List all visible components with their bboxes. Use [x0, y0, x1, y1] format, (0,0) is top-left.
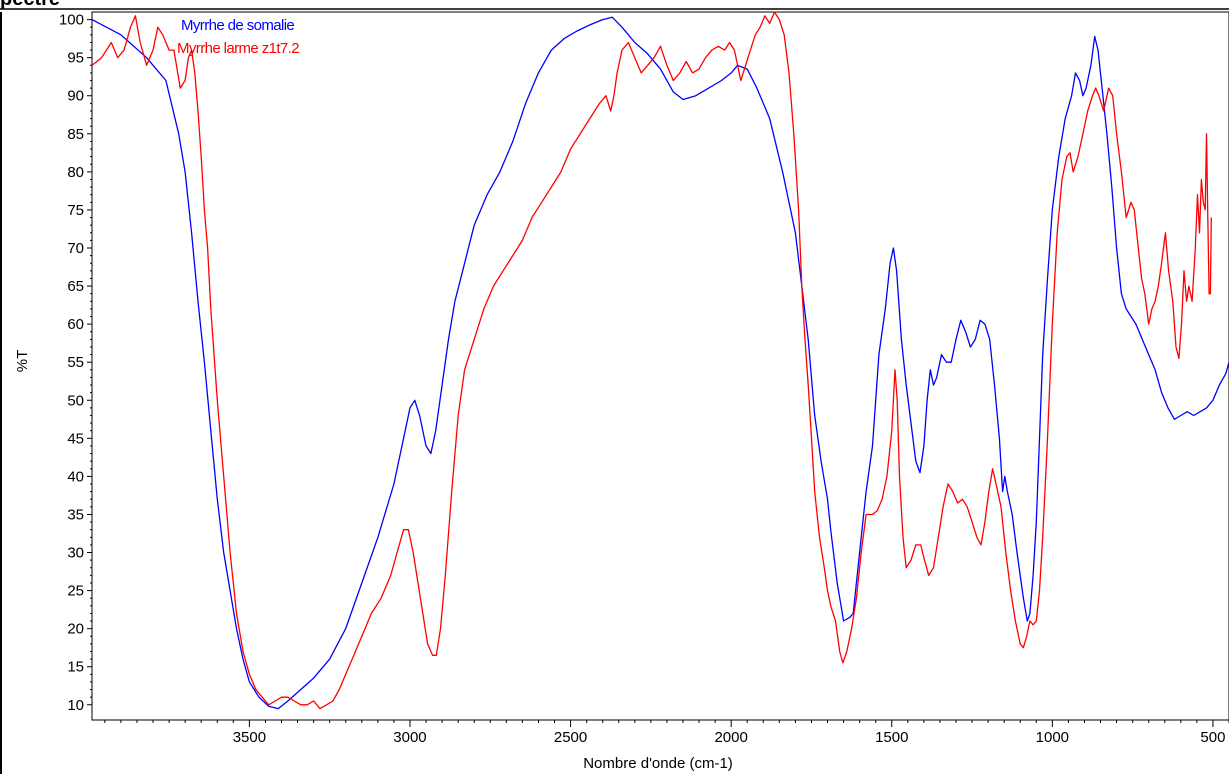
y-tick-label-10: 10 — [67, 697, 84, 714]
y-axis: 10 15 20 25 30 35 40 45 50 55 60 65 70 75 80 85 90 95 100 — [59, 12, 92, 714]
y-tick-label-25: 25 — [67, 583, 84, 600]
y-tick-label-50: 50 — [67, 392, 84, 409]
x-tick-label-500: 500 — [1200, 729, 1225, 746]
y-tick-label-80: 80 — [67, 164, 84, 181]
y-tick-label-70: 70 — [67, 240, 84, 257]
y-tick-label-95: 95 — [67, 50, 84, 67]
y-tick-label-60: 60 — [67, 316, 84, 333]
x-tick-label-2500: 2500 — [554, 729, 587, 746]
y-tick-label-20: 20 — [67, 621, 84, 638]
y-tick-label-100: 100 — [59, 12, 84, 29]
y-tick-label-40: 40 — [67, 468, 84, 485]
y-tick-label-90: 90 — [67, 88, 84, 105]
series-line-2 — [92, 12, 1211, 709]
x-axis-label: Nombre d'onde (cm-1) — [583, 755, 733, 772]
y-tick-label-65: 65 — [67, 278, 84, 295]
x-axis: 3500 3000 2500 2000 1500 1000 500 — [105, 720, 1229, 746]
y-tick-label-30: 30 — [67, 545, 84, 562]
legend: Myrrhe de somalie Myrrhe larme z1t7.2 — [177, 17, 299, 57]
x-tick-label-1500: 1500 — [875, 729, 908, 746]
y-tick-label-35: 35 — [67, 506, 84, 523]
legend-entry-1: Myrrhe de somalie — [181, 17, 294, 34]
y-tick-label-85: 85 — [67, 126, 84, 143]
plot-area — [92, 12, 1229, 709]
y-tick-label-15: 15 — [67, 659, 84, 676]
y-tick-label-55: 55 — [67, 354, 84, 371]
y-tick-label-75: 75 — [67, 202, 84, 219]
x-tick-label-2000: 2000 — [714, 729, 747, 746]
plot-frame — [92, 12, 1229, 720]
y-tick-label-45: 45 — [67, 430, 84, 447]
x-tick-label-3000: 3000 — [393, 729, 426, 746]
x-tick-label-3500: 3500 — [233, 729, 266, 746]
series-line-1 — [92, 17, 1229, 708]
chart-frame — [0, 9, 1229, 774]
x-tick-label-1000: 1000 — [1036, 729, 1069, 746]
y-axis-label: %T — [14, 350, 31, 373]
legend-entry-2: Myrrhe larme z1t7.2 — [177, 40, 299, 57]
